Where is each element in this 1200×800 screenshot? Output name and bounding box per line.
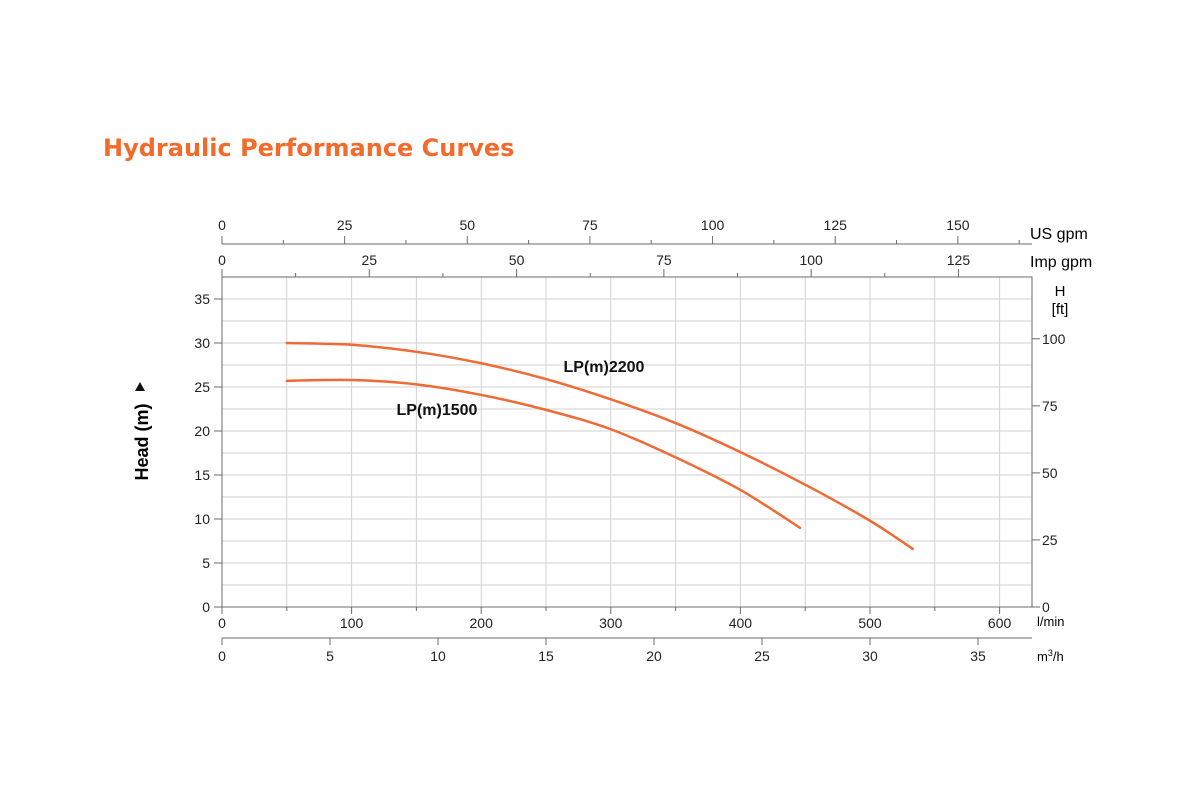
head-ft-axis-label-line1: H xyxy=(1055,283,1066,300)
us-gpm-tick-label: 25 xyxy=(337,217,353,233)
x-tick-label: 0 xyxy=(218,615,226,631)
us-gpm-tick-label: 150 xyxy=(946,217,970,233)
imp-gpm-tick-label: 25 xyxy=(362,252,378,268)
ft-tick-label: 25 xyxy=(1042,532,1058,548)
series-curves xyxy=(285,341,915,551)
y-axis-arrow-icon xyxy=(135,382,145,391)
imp-gpm-tick-label: 50 xyxy=(509,252,525,268)
imp-gpm-axis-label: Imp gpm xyxy=(1030,254,1092,271)
grid-lines xyxy=(222,277,1032,607)
m3h-tick-label: 10 xyxy=(430,648,446,664)
imp-gpm-tick-label: 75 xyxy=(656,252,672,268)
us-gpm-tick-label: 75 xyxy=(582,217,598,233)
y-tick-label: 20 xyxy=(194,423,210,439)
y-tick-label: 0 xyxy=(202,599,210,615)
y-tick-label: 5 xyxy=(202,555,210,571)
x-tick-label: 400 xyxy=(729,615,753,631)
ft-tick-label: 50 xyxy=(1042,465,1058,481)
m3h-tick-label: 25 xyxy=(754,648,770,664)
us-gpm-tick-label: 0 xyxy=(218,217,226,233)
ft-tick-label: 0 xyxy=(1042,599,1050,615)
y-tick-label: 25 xyxy=(194,379,210,395)
page-title: Hydraulic Performance Curves xyxy=(103,134,515,162)
imp-gpm-tick-label: 0 xyxy=(218,252,226,268)
y-axis-title: Head (m) xyxy=(132,403,152,480)
y-tick-label: 35 xyxy=(194,291,210,307)
y-tick-label: 10 xyxy=(194,511,210,527)
series-labels: LP(m)2200 LP(m)1500 xyxy=(397,359,645,419)
x-tick-label: 100 xyxy=(340,615,364,631)
us-gpm-tick-label: 100 xyxy=(701,217,725,233)
head-ft-axis-label-line2: [ft] xyxy=(1052,301,1069,318)
series-curve-lp-m-1500 xyxy=(285,378,802,530)
y-tick-label: 30 xyxy=(194,335,210,351)
lmin-axis-label: l/min xyxy=(1037,614,1064,629)
y-tick-label: 15 xyxy=(194,467,210,483)
series-curve-lp-m-2200 xyxy=(285,341,915,551)
series-label-lp-m-2200: LP(m)2200 xyxy=(564,359,645,376)
us-gpm-tick-label: 50 xyxy=(460,217,476,233)
ft-tick-label: 100 xyxy=(1042,331,1066,347)
x-tick-label: 300 xyxy=(599,615,623,631)
imp-gpm-tick-label: 125 xyxy=(947,252,971,268)
x-tick-label: 200 xyxy=(470,615,494,631)
ft-tick-label: 75 xyxy=(1042,398,1058,414)
us-gpm-axis-label: US gpm xyxy=(1030,226,1088,243)
x-tick-label: 600 xyxy=(988,615,1012,631)
m3h-axis-label: m3/h xyxy=(1037,648,1064,664)
m3h-tick-label: 0 xyxy=(218,648,226,664)
m3h-tick-label: 20 xyxy=(646,648,662,664)
m3h-tick-label: 35 xyxy=(970,648,986,664)
us-gpm-tick-label: 125 xyxy=(824,217,848,233)
x-tick-label: 500 xyxy=(858,615,882,631)
m3h-tick-label: 30 xyxy=(862,648,878,664)
imp-gpm-tick-label: 100 xyxy=(799,252,823,268)
plot-frame xyxy=(221,276,1033,608)
m3h-tick-label: 5 xyxy=(326,648,334,664)
series-label-lp-m-1500: LP(m)1500 xyxy=(397,402,478,419)
m3h-tick-label: 15 xyxy=(538,648,554,664)
